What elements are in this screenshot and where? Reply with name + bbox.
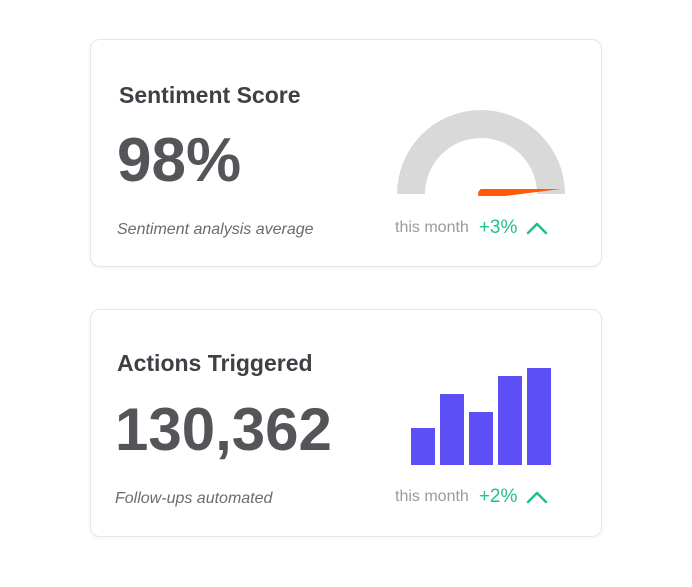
metric-value: 130,362 bbox=[115, 396, 332, 463]
sentiment-score-card: Sentiment Score 98% Sentiment analysis a… bbox=[90, 39, 602, 267]
bar-3 bbox=[469, 412, 493, 465]
chevron-up-icon bbox=[527, 491, 548, 504]
trend-indicator: this month +3% bbox=[395, 217, 549, 239]
sentiment-gauge bbox=[397, 110, 565, 196]
metric-caption: Sentiment analysis average bbox=[117, 221, 314, 238]
bar-2 bbox=[440, 394, 464, 465]
trend-delta: +2% bbox=[478, 486, 518, 507]
card-title: Actions Triggered bbox=[117, 350, 313, 376]
gauge-track bbox=[397, 110, 565, 194]
trend-delta: +3% bbox=[478, 217, 518, 238]
actions-triggered-card: Actions Triggered 130,362 Follow-ups aut… bbox=[90, 309, 602, 537]
bar-4 bbox=[498, 376, 522, 465]
metric-value: 98% bbox=[117, 126, 242, 195]
card-title: Sentiment Score bbox=[119, 82, 301, 108]
gauge-needle bbox=[478, 188, 561, 196]
trend-period: this month bbox=[395, 219, 469, 236]
bar-1 bbox=[411, 428, 435, 465]
chevron-up-icon bbox=[527, 222, 548, 235]
trend-period: this month bbox=[395, 488, 469, 505]
trend-indicator: this month +2% bbox=[395, 486, 549, 508]
bar-5 bbox=[527, 368, 551, 465]
metric-caption: Follow-ups automated bbox=[115, 490, 273, 507]
actions-bar-chart bbox=[411, 368, 551, 465]
